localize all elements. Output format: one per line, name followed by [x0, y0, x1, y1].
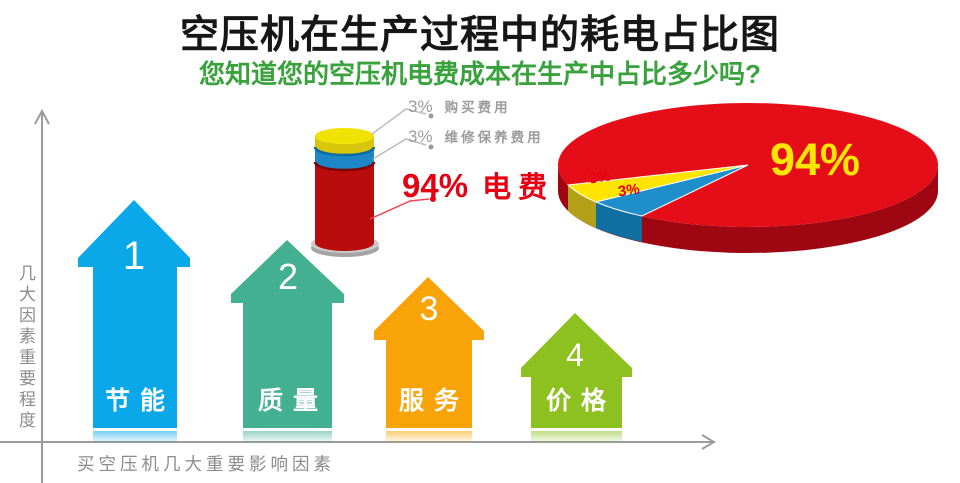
factor-label-quality: 质量: [257, 387, 329, 415]
pie-label-3-maintenance: 3%: [616, 180, 641, 201]
cylinder-segment-purchase: [315, 136, 374, 155]
factor-rank-2: 2: [277, 256, 299, 297]
cost-item-electricity: 94% 电费: [402, 164, 554, 206]
page-title: 空压机在生产过程中的耗电占比图: [179, 14, 780, 57]
cost-item-purchase: 3% 购买费用: [408, 96, 511, 117]
pie-side-yellow: [568, 185, 596, 228]
y-axis-arrowhead: [34, 108, 50, 125]
y-axis: [34, 108, 50, 483]
cylinder-top-face: [315, 128, 374, 144]
factor-arrow-3: [374, 277, 484, 428]
leader-lines: [369, 108, 436, 220]
x-axis-label: 买空压机几大重要影响因素: [77, 454, 335, 474]
factor-rank-1: 1: [122, 234, 146, 278]
cost-item-maintenance: 3% 维修保养费用: [408, 126, 544, 147]
factor-rank-4: 4: [566, 337, 584, 373]
arrow-2-reflection: [243, 431, 332, 444]
pie-chart: [558, 103, 938, 253]
factor-arrow-4: [521, 313, 632, 428]
factor-rank-3: 3: [419, 290, 439, 328]
cylinder-chart: [311, 108, 436, 257]
cost-item-maintenance-label: 维修保养费用: [444, 130, 544, 145]
cost-item-purchase-label: 购买费用: [444, 100, 511, 115]
arrow-4-reflection: [531, 431, 622, 444]
factor-label-service: 服务: [398, 387, 470, 415]
factor-label-energy: 节能: [104, 387, 176, 415]
pie-slice-maintenance: [594, 164, 749, 217]
arrow-1-reflection: [93, 431, 177, 444]
page-subtitle: 您知道您的空压机电费成本在生产中占比多少吗?: [199, 59, 761, 89]
cylinder-segment-electricity: [315, 162, 374, 251]
pie-label-94: 94%: [770, 134, 861, 185]
pie-label-3-purchase: 3%: [587, 167, 612, 188]
x-axis-arrowhead: [701, 434, 716, 450]
cost-item-electricity-pct: 94%: [402, 167, 469, 204]
factor-label-price: 价格: [545, 387, 617, 415]
factor-arrow-1: [78, 200, 190, 428]
cost-item-electricity-label: 电费: [482, 172, 555, 204]
factor-arrow-2: [231, 240, 344, 428]
pie-side-blue: [596, 202, 642, 242]
cylinder-segment-maintenance: [315, 147, 374, 170]
arrow-3-reflection: [386, 431, 472, 444]
cost-item-purchase-pct: 3%: [408, 97, 433, 116]
pie-side-red: [558, 165, 938, 253]
y-axis-label: 几大因素重要程度: [16, 264, 35, 432]
factor-arrows: [78, 200, 632, 444]
cost-item-maintenance-pct: 3%: [408, 127, 433, 146]
